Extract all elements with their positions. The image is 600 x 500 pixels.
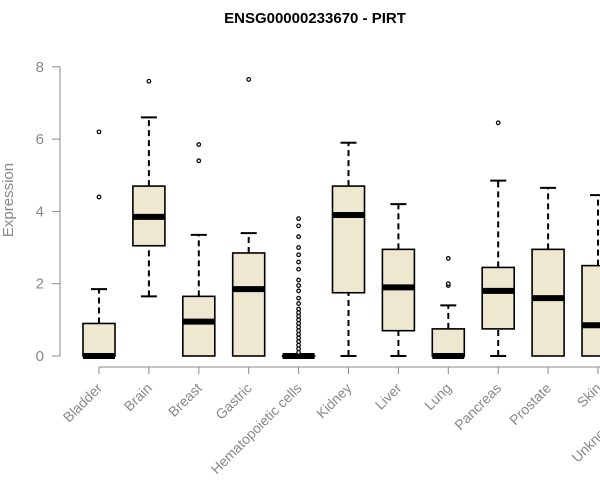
x-tick-label: Breast [165,380,205,420]
box-group [231,77,266,357]
outlier-point [196,158,202,164]
box-group [381,203,416,357]
box-iqr [481,266,516,330]
box-iqr [331,185,366,294]
x-tick-label: Pancreas [451,380,504,433]
x-tick-label: Kidney [313,380,355,422]
boxes-layer [82,77,600,359]
outlier-point [296,295,302,301]
box-group [531,186,565,357]
outlier-point [445,255,451,261]
y-tick-label: 8 [36,59,44,76]
box-group [182,142,216,357]
outlier-point [296,266,302,272]
y-axis: 0 2 4 6 8 [36,59,61,365]
x-tick-label: Skin [574,380,600,411]
outlier-point [296,283,302,288]
box-group [281,216,316,359]
x-tick-label: Liver [372,380,405,413]
outlier-point [495,120,501,126]
y-tick-label: 0 [36,348,44,365]
x-tick-label: Prostate [506,380,554,428]
x-tick-label: Bladder [60,380,106,426]
box-iqr [581,264,600,357]
box-iqr [231,252,266,357]
box-group [431,255,466,359]
outlier-point [296,301,302,306]
y-tick-label: 2 [36,276,44,293]
box-iqr [82,322,116,357]
outlier-point [96,129,102,135]
outlier-point [296,216,302,222]
outlier-point [246,77,252,82]
box-iqr [531,248,565,357]
outlier-point [96,194,102,200]
outlier-point [296,259,302,265]
box-iqr [431,328,466,357]
outlier-point [296,277,302,283]
y-tick-label: 4 [36,203,44,220]
outlier-point [445,281,451,287]
box-group [331,141,366,357]
chart-title: ENSG00000233670 - PIRT [224,10,406,27]
outlier-point [296,234,302,240]
y-tick-label: 6 [36,131,44,148]
x-tick-label: Lung [421,380,454,413]
y-axis-label: Expression [0,163,17,237]
outlier-point [296,288,302,294]
outlier-point [196,142,202,147]
outlier-point [296,223,302,229]
box-iqr [182,295,216,357]
outlier-point [296,245,302,250]
outlier-point [296,252,302,258]
box-group [132,78,166,298]
box-group [481,120,516,357]
x-tick-label: Brain [121,380,155,414]
box-group [82,129,116,359]
x-tick-label: Gastric [212,380,255,423]
outlier-point [146,78,152,84]
box-group [581,194,600,357]
outlier-point [296,306,302,312]
x-tick-label: Hematopoietic cells [208,380,305,477]
